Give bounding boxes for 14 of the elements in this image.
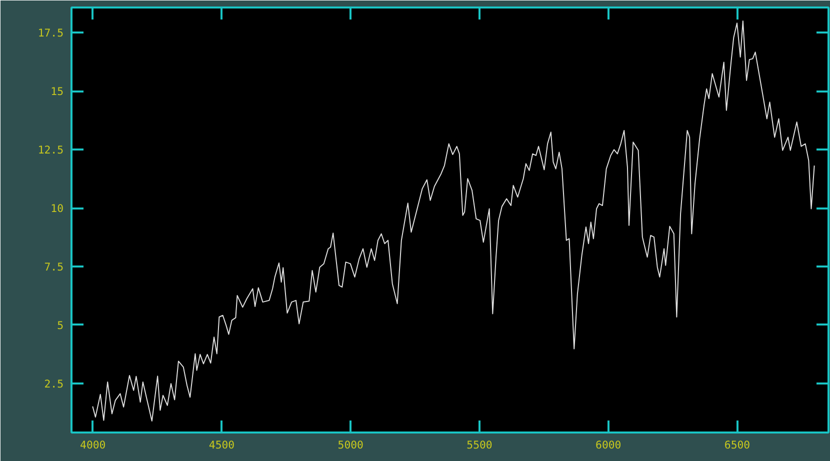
y-tick-label: 17.5: [38, 26, 64, 40]
x-tick-label: 5500: [466, 438, 492, 452]
x-tick-label: 6000: [596, 438, 622, 452]
x-tick-label: 4500: [208, 438, 235, 452]
y-tick-label: 2.5: [44, 377, 64, 390]
x-tick-label: 5000: [338, 438, 364, 452]
y-tick-label: 5: [57, 318, 64, 332]
y-tick-label: 7.5: [44, 260, 64, 274]
x-tick-label: 6500: [724, 438, 750, 452]
line-series: [92, 20, 815, 422]
x-tick-label: 4000: [80, 438, 106, 452]
y-tick-label: 15: [50, 85, 64, 98]
y-tick-label: 10: [50, 202, 64, 216]
y-tick-label: 12.5: [38, 144, 64, 157]
